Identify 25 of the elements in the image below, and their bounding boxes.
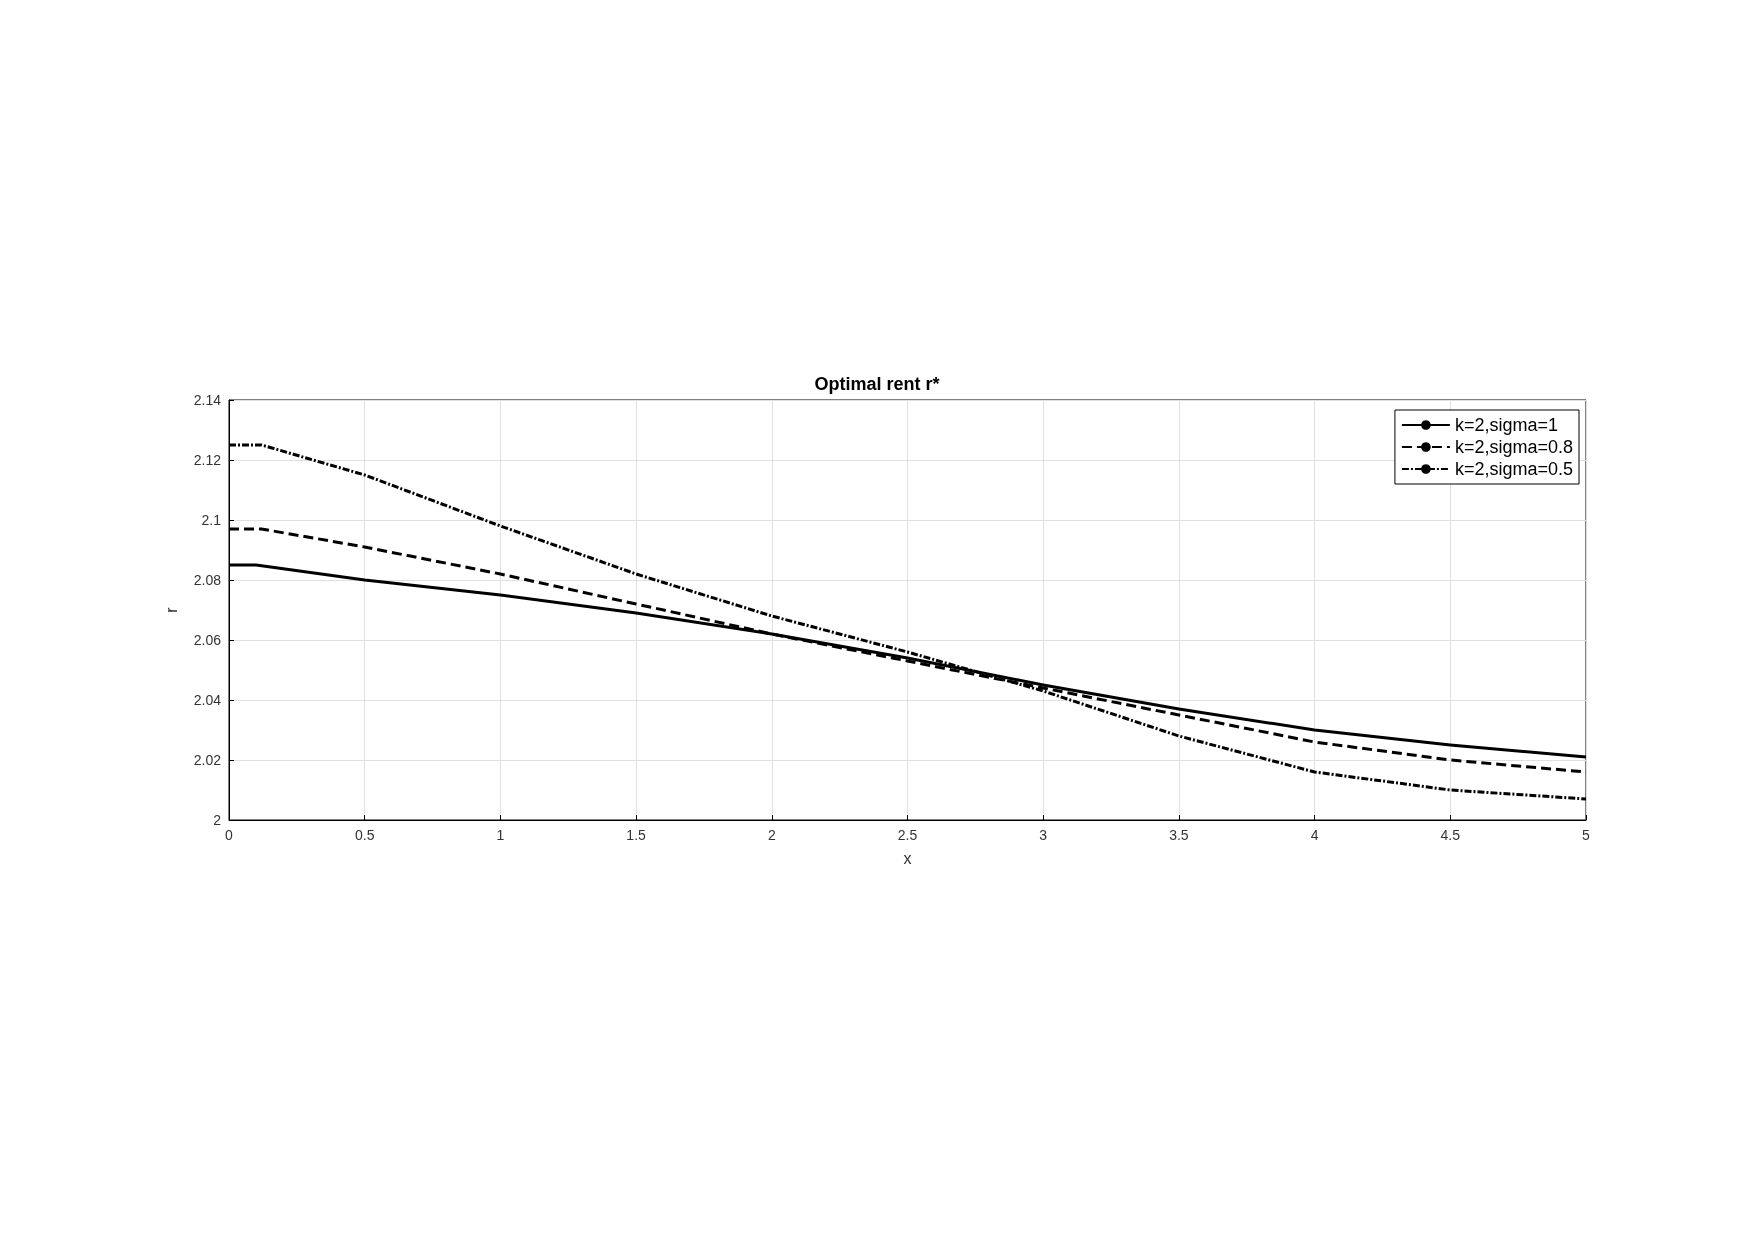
x-tick-label: 2.5 xyxy=(897,827,918,843)
x-tick-label: 3.5 xyxy=(1169,827,1189,843)
y-tick-label: 2.02 xyxy=(193,752,222,768)
y-tick-label: 2.06 xyxy=(193,632,222,648)
x-axis-title: x xyxy=(903,849,912,867)
chart-title: Optimal rent r* xyxy=(814,374,940,394)
y-tick-label: 2.04 xyxy=(193,692,222,708)
x-tick-label: 2 xyxy=(767,827,776,843)
legend-label: k=2,sigma=0.8 xyxy=(1454,437,1574,457)
x-tick-label: 1.5 xyxy=(626,827,647,843)
x-tick-label: 3 xyxy=(1039,827,1048,843)
x-tick-label: 4 xyxy=(1310,827,1319,843)
x-tick-label: 1 xyxy=(496,827,505,843)
x-tick-label: 4.5 xyxy=(1440,827,1461,843)
y-axis-title: r xyxy=(162,606,180,613)
legend-label: k=2,sigma=1 xyxy=(1454,415,1558,435)
y-tick-label: 2.14 xyxy=(193,392,222,408)
legend-label: k=2,sigma=0.5 xyxy=(1454,459,1574,479)
y-tick-label: 2.1 xyxy=(201,512,222,528)
y-tick-label: 2.08 xyxy=(193,572,222,588)
y-tick-label: 2.12 xyxy=(193,452,222,468)
x-tick-label: 0 xyxy=(225,827,234,843)
x-tick-label: 0.5 xyxy=(354,827,375,843)
y-tick-label: 2 xyxy=(213,812,222,828)
x-tick-label: 5 xyxy=(1582,827,1591,843)
